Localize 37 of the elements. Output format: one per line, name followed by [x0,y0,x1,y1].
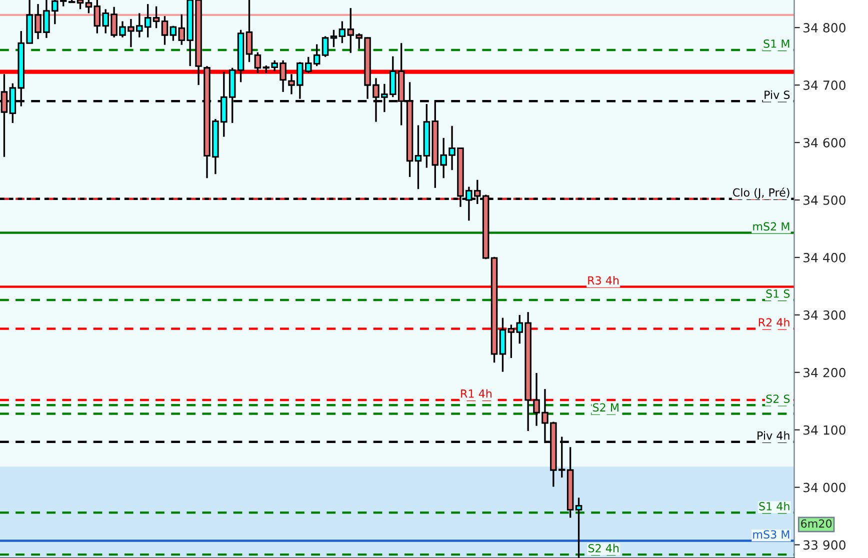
ref-line-label: S1 S [766,289,790,298]
ref-line-label: mS3 M [753,530,790,539]
y-tick-label: 34 500 [804,195,846,205]
y-tick-label: 34 700 [804,80,846,90]
candlestick [170,25,177,42]
ref-line-label: R1 4h [461,389,492,398]
y-tick-label: 33 900 [804,540,846,550]
ref-line-label: Piv 4h [758,431,790,440]
ref-line-label: S2 M [592,403,618,412]
ref-line-label: S2 S [766,394,790,403]
ref-line-label: R3 4h [588,276,619,285]
candlestick [322,35,329,58]
candlestick [414,124,422,190]
y-tick-label: 34 300 [804,310,846,320]
y-tick-label: 34 400 [804,252,846,262]
y-tick-label: 34 100 [804,425,846,435]
y-tick-label: 34 600 [804,138,846,148]
candlestick [330,29,338,48]
candlestick [85,0,92,14]
candlestick [254,51,262,74]
text: 6m20 [801,519,832,528]
ref-line-label: S1 4h [759,502,790,510]
ref-line-label: mS2 M [753,222,790,231]
y-tick-label: 34 200 [804,368,846,378]
y-tick-label: 34 000 [804,482,846,492]
candlestick [76,0,84,10]
candlestick [152,5,160,29]
candlestick [338,20,346,44]
ref-line-label: R2 4h [758,318,790,326]
candlestick [246,0,253,63]
ref-line-label: S2 4h [588,544,619,552]
ref-line-label: Clo (J, Pré) [733,188,790,199]
ref-line-label: S1 M [764,39,790,48]
candlestick [575,496,582,558]
candlestick [161,15,168,46]
y-tick-label: 34 800 [804,23,846,33]
ref-line-label: Piv S [764,90,790,99]
